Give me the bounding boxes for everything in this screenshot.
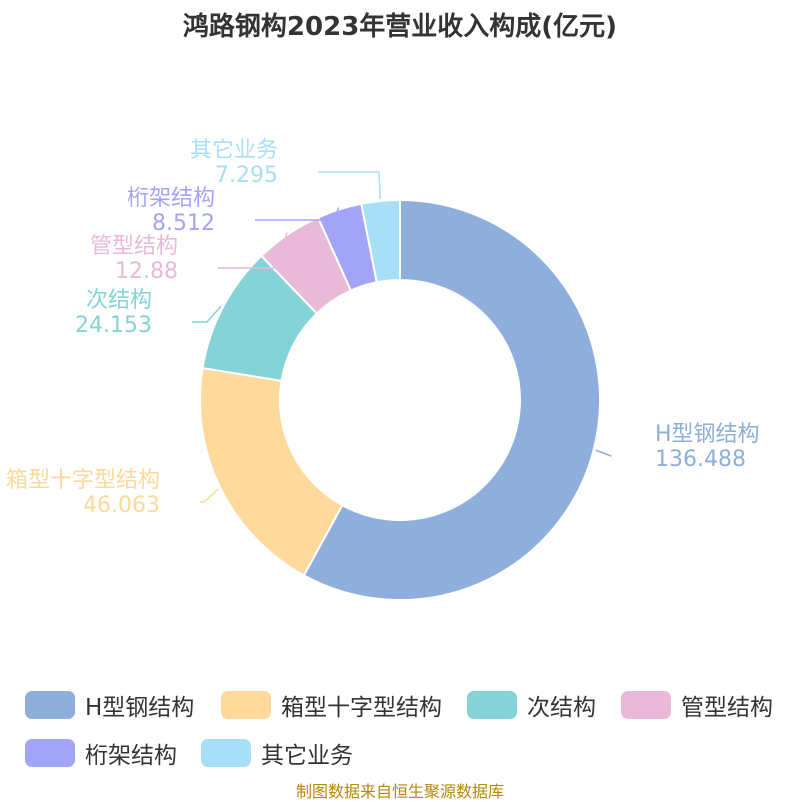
leader-line: [218, 232, 288, 269]
leader-line: [192, 305, 222, 323]
legend-label: H型钢结构: [85, 695, 195, 721]
pie-slice[interactable]: [360, 198, 401, 284]
slice-value-label: 24.153: [75, 313, 152, 338]
pie-slice[interactable]: [302, 198, 601, 601]
source-note: 制图数据来自恒生聚源数据库: [295, 782, 504, 801]
legend-swatch: [25, 739, 75, 767]
legend-label: 其它业务: [261, 743, 353, 769]
legend-item-truss[interactable]: 桁架结构: [25, 736, 177, 770]
legend-item-pipe[interactable]: 管型结构: [621, 688, 773, 722]
slice-name-label: 其它业务: [190, 138, 278, 163]
legend-swatch: [621, 691, 671, 719]
legend-swatch: [221, 691, 271, 719]
legend-item-box-cross[interactable]: 箱型十字型结构: [221, 688, 442, 722]
legend-label: 次结构: [527, 695, 596, 721]
pie-slice[interactable]: [199, 366, 344, 577]
legend-item-secondary[interactable]: 次结构: [467, 688, 596, 722]
legend-swatch: [201, 739, 251, 767]
slice-name-label: 桁架结构: [127, 186, 215, 211]
slice-name-label: 管型结构: [90, 234, 178, 259]
leader-line: [255, 207, 340, 221]
legend-item-other[interactable]: 其它业务: [201, 736, 353, 770]
legend-label: 管型结构: [681, 695, 773, 721]
slice-value-label: 7.295: [215, 163, 278, 188]
legend-row-2: 桁架结构 其它业务: [0, 736, 800, 770]
legend-label: 箱型十字型结构: [281, 695, 442, 721]
slice-value-label: 46.063: [83, 493, 160, 518]
leader-line: [595, 449, 612, 457]
slice-value-label: 12.88: [115, 259, 178, 284]
legend-label: 桁架结构: [85, 743, 177, 769]
slice-name-label: H型钢结构: [655, 422, 760, 447]
leader-line: [200, 488, 220, 503]
legend-row-1: H型钢结构 箱型十字型结构 次结构 管型结构: [0, 688, 800, 722]
slice-value-label: 8.512: [152, 211, 215, 236]
leader-line: [318, 171, 382, 199]
legend-item-h-steel[interactable]: H型钢结构: [25, 688, 194, 722]
legend-swatch: [467, 691, 517, 719]
slice-name-label: 次结构: [86, 288, 152, 313]
slice-name-label: 箱型十字型结构: [6, 468, 160, 493]
legend-swatch: [25, 691, 75, 719]
chart-title: 鸿路钢构2023年营业收入构成(亿元): [182, 12, 618, 42]
slice-value-label: 136.488: [655, 447, 746, 472]
